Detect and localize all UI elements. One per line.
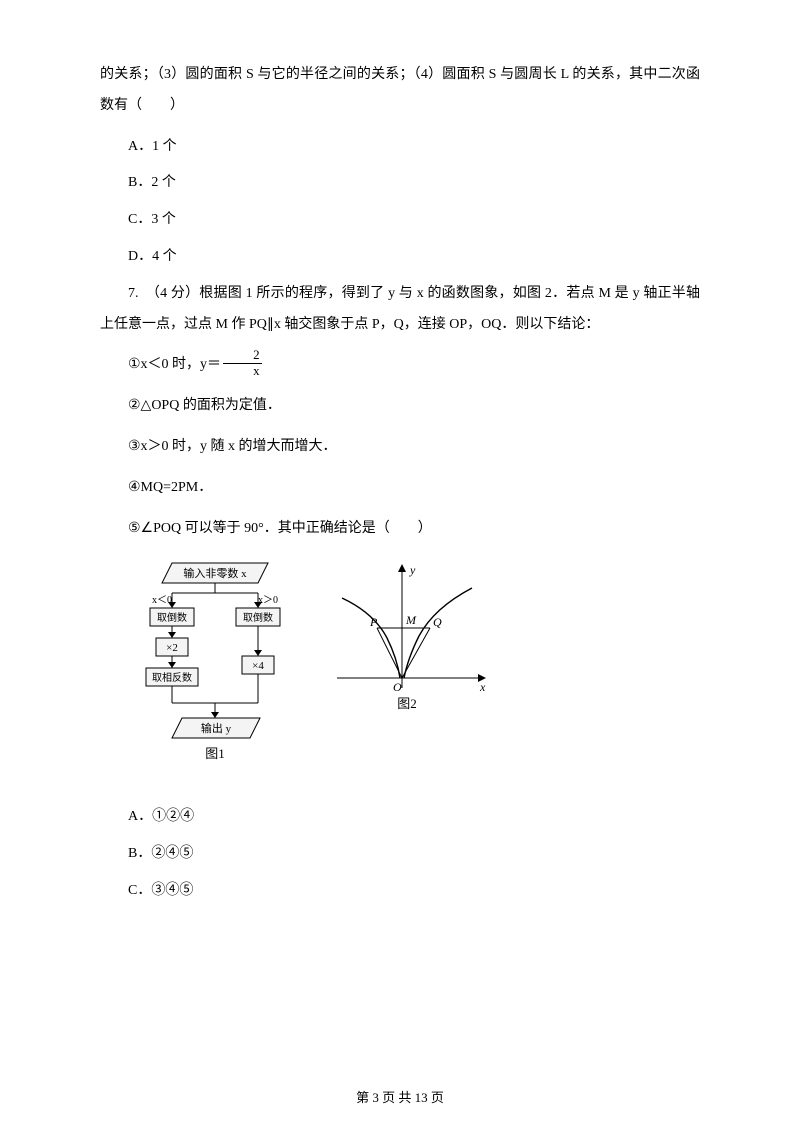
y-label: y xyxy=(409,563,416,577)
q7-stem: 7. （4 分）根据图 1 所示的程序，得到了 y 与 x 的函数图象，如图 2… xyxy=(100,279,700,341)
q7-statement-1: ①x＜0 时，y＝2x xyxy=(100,350,700,381)
flow-input-label: 输入非零数 x xyxy=(183,566,247,580)
x-label: x xyxy=(479,680,486,694)
q6-option-b: B．2 个 xyxy=(100,168,700,199)
flowchart-figure-1: 输入非零数 x x＜0 x＞0 取倒数 取倒数 ×2 xyxy=(132,558,292,788)
q6-option-c: C．3 个 xyxy=(100,205,700,236)
flow-times4-label: ×4 xyxy=(252,660,264,672)
oq-line xyxy=(402,628,430,678)
arrow-head xyxy=(211,712,219,718)
fraction-2-over-x: 2x xyxy=(223,348,262,378)
curve-right xyxy=(404,588,472,678)
flow-reciprocal-right-label: 取倒数 xyxy=(243,611,273,624)
arrow-head xyxy=(254,650,262,656)
op-line xyxy=(377,628,402,678)
q7-statement-5: ⑤∠POQ 可以等于 90°．其中正确结论是（ ） xyxy=(100,514,700,545)
q6-option-d: D．4 个 xyxy=(100,242,700,273)
y-axis-arrow xyxy=(398,564,406,572)
Q-label: Q xyxy=(433,615,442,629)
flow-output-label: 输出 y xyxy=(201,721,232,735)
q7-statement-4: ④MQ=2PM． xyxy=(100,473,700,504)
page: 的关系；（3）圆的面积 S 与它的半径之间的关系；（4）圆面积 S 与圆周长 L… xyxy=(0,0,800,1132)
arrow-head xyxy=(168,662,176,668)
M-label: M xyxy=(405,613,417,627)
q6-option-a: A．1 个 xyxy=(100,132,700,163)
curve-left xyxy=(342,598,400,678)
q7-option-b: B．②④⑤ xyxy=(100,839,700,870)
arrow-head xyxy=(168,632,176,638)
figure-row: 输入非零数 x x＜0 x＞0 取倒数 取倒数 ×2 xyxy=(132,558,700,788)
graph-figure-2: y x O P M Q 图2 xyxy=(322,558,492,723)
cond-right: x＞0 xyxy=(258,595,278,606)
flow-reciprocal-left-label: 取倒数 xyxy=(157,611,187,624)
flow-negate-label: 取相反数 xyxy=(152,671,192,684)
q7-option-c: C．③④⑤ xyxy=(100,876,700,907)
P-label: P xyxy=(369,615,378,629)
q7-option-a: A．①②④ xyxy=(100,802,700,833)
figure2-caption: 图2 xyxy=(397,696,417,711)
flow-times2-label: ×2 xyxy=(166,642,178,654)
figure1-caption: 图1 xyxy=(205,746,225,761)
q7-statement-2: ②△OPQ 的面积为定值． xyxy=(100,391,700,422)
origin-label: O xyxy=(393,680,402,694)
cond-left: x＜0 xyxy=(152,595,172,606)
page-footer: 第 3 页 共 13 页 xyxy=(0,1087,800,1106)
q7-statement-3: ③x＞0 时，y 随 x 的增大而增大． xyxy=(100,432,700,463)
q7-s1-prefix: ①x＜0 时，y＝ xyxy=(128,357,221,372)
q6-stem-tail: 的关系；（3）圆的面积 S 与它的半径之间的关系；（4）圆面积 S 与圆周长 L… xyxy=(100,60,700,122)
